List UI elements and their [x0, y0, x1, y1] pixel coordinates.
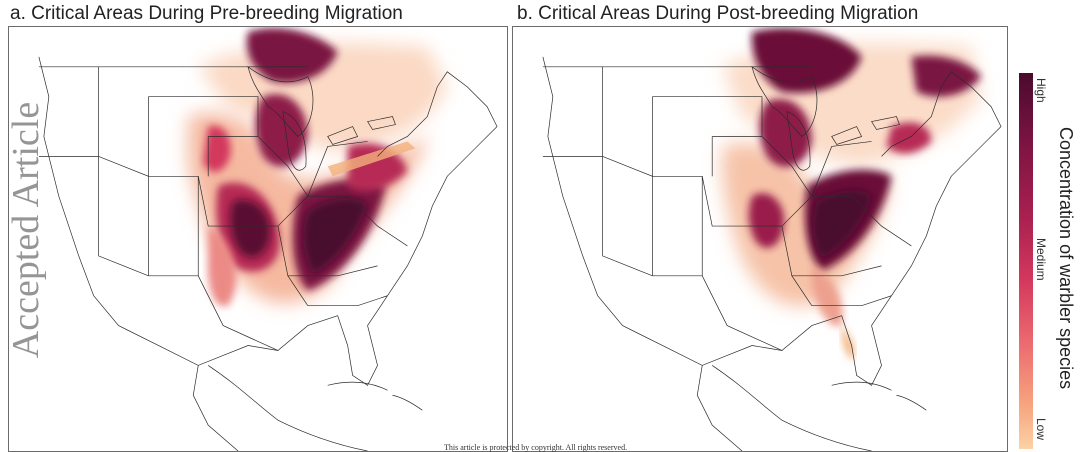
pre-breeding-map [8, 26, 508, 452]
concentration-layer [188, 28, 448, 307]
concentration-layer-post [722, 28, 982, 361]
post-breeding-map [512, 26, 1008, 452]
basemap-outlines [38, 56, 498, 451]
colorbar [1019, 73, 1033, 449]
colorbar-low-label: Low [1034, 418, 1048, 441]
colorbar-high-label: High [1034, 78, 1048, 103]
accepted-article-watermark: Accepted Article [0, 10, 56, 450]
pre-breeding-map-svg [38, 28, 498, 451]
panel-a-title: a. Critical Areas During Pre-breeding Mi… [10, 3, 403, 24]
watermark-text: Accepted Article [5, 101, 47, 359]
basemap-outlines-post [542, 56, 1002, 451]
colorbar-title: Concentration of warbler species [1046, 127, 1080, 389]
copyright-notice: This article is protected by copyright. … [444, 443, 628, 452]
colorbar-title-text: Concentration of warbler species [1056, 127, 1076, 390]
panel-b-title: b. Critical Areas During Post-breeding M… [517, 3, 919, 24]
post-breeding-map-svg [542, 28, 1002, 451]
